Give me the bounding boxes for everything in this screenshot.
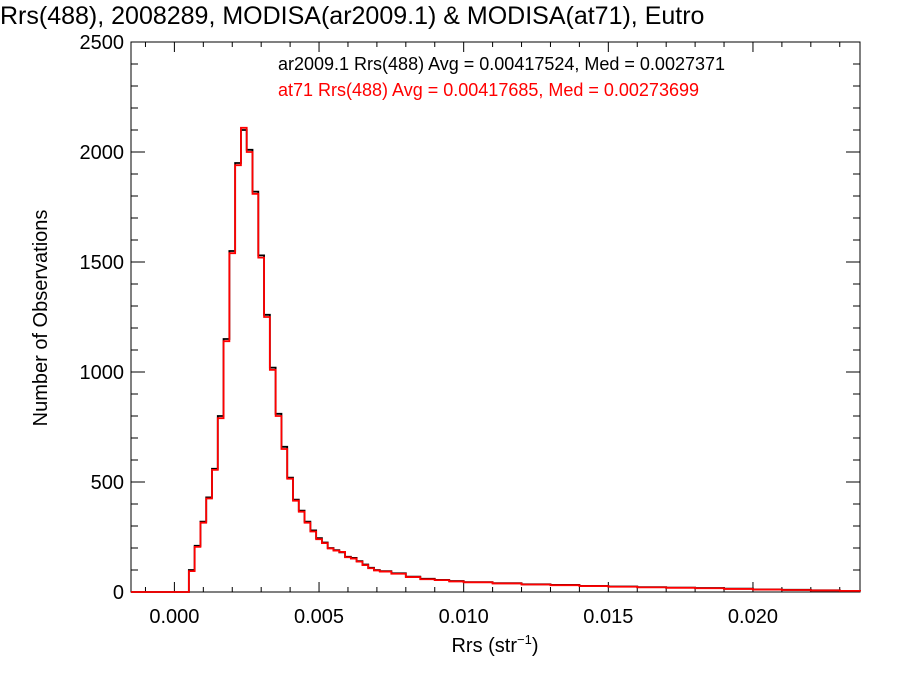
x-axis-label-main: Rrs (str — [451, 635, 517, 657]
y-tick-label: 2500 — [80, 32, 125, 54]
plot-frame — [130, 41, 861, 593]
x-tick-label: 0.020 — [728, 606, 778, 628]
x-axis-label: Rrs (str−1) — [451, 632, 538, 657]
x-axis-ticks: 0.000 0.005 0.010 0.015 0.020 — [144, 42, 841, 628]
x-tick-label: 0.000 — [149, 606, 199, 628]
y-tick-label: 500 — [91, 472, 124, 494]
x-tick-label: 0.010 — [439, 606, 489, 628]
chart-title: Rrs(488), 2008289, MODISA(ar2009.1) & MO… — [0, 2, 704, 30]
series-line-ar2009.1 — [131, 129, 861, 593]
legend-entry-ar2009: ar2009.1 Rrs(488) Avg = 0.00417524, Med … — [278, 54, 725, 74]
x-axis-label-superscript: −1 — [517, 632, 532, 647]
y-axis-ticks: 0 500 1000 1500 2000 2500 — [80, 32, 860, 604]
legend-entry-at71: at71 Rrs(488) Avg = 0.00417685, Med = 0.… — [278, 80, 699, 100]
x-tick-label: 0.015 — [583, 606, 633, 628]
y-tick-label: 1500 — [80, 252, 125, 274]
series-layer — [131, 126, 861, 593]
y-axis-label: Number of Observations — [30, 210, 52, 427]
x-axis-label-close: ) — [532, 635, 539, 657]
x-tick-label: 0.005 — [294, 606, 344, 628]
y-tick-label: 1000 — [80, 362, 125, 384]
plot-border — [130, 41, 861, 593]
y-tick-label: 0 — [113, 582, 124, 604]
series-line-at71 — [131, 126, 861, 593]
y-tick-label: 2000 — [80, 142, 125, 164]
